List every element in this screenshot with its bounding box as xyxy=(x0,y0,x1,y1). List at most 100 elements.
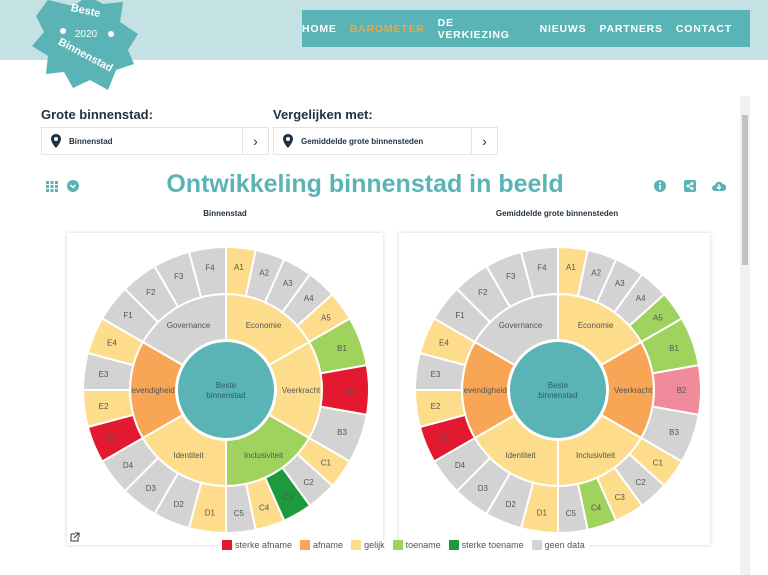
nav-item-nieuws[interactable]: NIEUWS xyxy=(539,22,587,35)
indicator-label: D3 xyxy=(478,484,489,493)
indicator-label: C5 xyxy=(234,509,245,518)
indicator-label: F3 xyxy=(506,272,516,281)
indicator-label: A4 xyxy=(304,294,314,303)
indicator-label: B1 xyxy=(337,344,347,353)
sunburst-chart-left: Economie A1 A2 A3 A4 A5 Veerkracht B1 B2 B3 Inclus… xyxy=(81,245,371,535)
category-label: Identiteit xyxy=(173,451,204,460)
indicator-label: D2 xyxy=(506,500,517,509)
indicator-segment-f4[interactable] xyxy=(519,245,559,299)
share-icon[interactable] xyxy=(684,180,696,192)
nav-item-barometer[interactable]: BAROMETER xyxy=(349,22,425,35)
center-circle[interactable] xyxy=(508,340,608,440)
indicator-label: D1 xyxy=(537,508,548,517)
indicator-label: F1 xyxy=(123,311,133,320)
indicator-label: C4 xyxy=(591,503,602,512)
legend-swatch xyxy=(448,540,459,550)
sunburst-chart-right: Economie A1 A2 A3 A4 A5 Veerkracht B1 B2 B3 Inclus… xyxy=(413,245,703,535)
chart-card-right: Economie A1 A2 A3 A4 A5 Veerkracht B1 B2 B3 Inclus… xyxy=(399,233,710,545)
primary-city-select[interactable]: Binnenstad › xyxy=(41,127,269,155)
indicator-label: A5 xyxy=(321,313,331,322)
indicator-label: B1 xyxy=(669,344,679,353)
cloud-download-icon[interactable] xyxy=(712,180,726,192)
chart-card-left: Economie A1 A2 A3 A4 A5 Veerkracht B1 B2 B3 Inclus… xyxy=(67,233,383,545)
category-label: Levendigheid xyxy=(459,386,507,395)
primary-city-value: Binnenstad xyxy=(69,136,113,146)
category-label: Governance xyxy=(167,321,211,330)
external-link-icon[interactable] xyxy=(70,532,80,542)
nav-item-de-verkiezing[interactable]: DE VERKIEZING xyxy=(437,16,510,41)
legend-item-sterke-toename[interactable]: sterke toename xyxy=(448,540,524,550)
category-label: Levendigheid xyxy=(127,386,175,395)
indicator-label: B3 xyxy=(669,428,679,437)
indicator-label: C1 xyxy=(653,459,664,468)
category-label: Economie xyxy=(578,321,614,330)
indicator-label: A1 xyxy=(234,263,244,272)
nav-item-home[interactable]: HOME xyxy=(302,22,337,35)
legend-item-geen-data[interactable]: geen data xyxy=(531,540,585,550)
indicator-label: C2 xyxy=(636,478,647,487)
legend-item-afname[interactable]: afname xyxy=(300,540,343,550)
category-label: Inclusiviteit xyxy=(244,451,284,460)
primary-label: Grote binnenstad: xyxy=(41,107,153,122)
indicator-label: D4 xyxy=(455,461,466,470)
legend-item-gelijk[interactable]: gelijk xyxy=(351,540,385,550)
main-nav: HOME BAROMETER DE VERKIEZING NIEUWS PARTNERS… xyxy=(302,10,750,47)
map-pin-icon xyxy=(51,134,61,148)
indicator-label: E3 xyxy=(431,370,441,379)
chevron-right-icon[interactable]: › xyxy=(471,128,497,154)
indicator-label: D1 xyxy=(205,508,216,517)
center-circle[interactable] xyxy=(176,340,276,440)
legend-label: geen data xyxy=(544,540,585,550)
logo[interactable]: Beste 2020 Binnenstad xyxy=(28,0,143,92)
legend-swatch xyxy=(392,540,403,550)
legend-swatch xyxy=(351,540,362,550)
legend-swatch xyxy=(531,540,542,550)
chevron-down-circle-icon[interactable] xyxy=(67,180,79,192)
legend-item-toename[interactable]: toename xyxy=(392,540,441,550)
scrollbar-thumb[interactable] xyxy=(742,115,748,265)
legend-label: gelijk xyxy=(364,540,385,550)
indicator-label: F2 xyxy=(146,288,156,297)
indicator-label: D3 xyxy=(146,484,157,493)
indicator-label: C2 xyxy=(304,478,315,487)
chart-title-left: Binnenstad xyxy=(203,209,247,218)
compare-city-select[interactable]: Gemiddelde grote binnensteden › xyxy=(273,127,498,155)
svg-text:2020: 2020 xyxy=(75,29,98,40)
center-label: Beste xyxy=(548,381,569,390)
category-label: Economie xyxy=(246,321,282,330)
indicator-label: F3 xyxy=(174,272,184,281)
indicator-label: E1 xyxy=(107,433,117,442)
indicator-label: E4 xyxy=(439,339,449,348)
indicator-label: F4 xyxy=(537,264,547,273)
center-label: binnenstad xyxy=(206,391,245,400)
indicator-label: D2 xyxy=(174,500,185,509)
info-icon[interactable] xyxy=(654,180,666,192)
grid-icon[interactable] xyxy=(46,180,58,192)
indicator-segment-f4[interactable] xyxy=(187,245,227,299)
chevron-right-icon[interactable]: › xyxy=(242,128,268,154)
indicator-label: E3 xyxy=(99,370,109,379)
scrollbar[interactable] xyxy=(740,96,750,575)
indicator-label: B2 xyxy=(677,386,687,395)
legend: sterke afname afname gelijk toename sterke t… xyxy=(218,540,589,550)
legend-label: sterke afname xyxy=(235,540,293,550)
nav-item-contact[interactable]: CONTACT xyxy=(675,22,732,35)
indicator-label: C3 xyxy=(283,493,294,502)
category-label: Inclusiviteit xyxy=(576,451,616,460)
legend-item-sterke-afname[interactable]: sterke afname xyxy=(222,540,292,550)
chart-title-right: Gemiddelde grote binnensteden xyxy=(495,209,619,218)
indicator-label: A3 xyxy=(615,279,625,288)
category-label: Veerkracht xyxy=(282,386,321,395)
page-title: Ontwikkeling binnenstad in beeld xyxy=(166,170,564,198)
center-label: Beste xyxy=(216,381,237,390)
map-pin-icon xyxy=(283,134,293,148)
indicator-label: A2 xyxy=(591,269,601,278)
category-label: Governance xyxy=(499,321,543,330)
indicator-label: C4 xyxy=(259,503,270,512)
category-label: Veerkracht xyxy=(614,386,653,395)
indicator-label: A3 xyxy=(283,279,293,288)
indicator-label: A5 xyxy=(653,313,663,322)
compare-city-value: Gemiddelde grote binnensteden xyxy=(301,136,424,146)
indicator-label: E4 xyxy=(107,339,117,348)
nav-item-partners[interactable]: PARTNERS xyxy=(599,22,663,35)
